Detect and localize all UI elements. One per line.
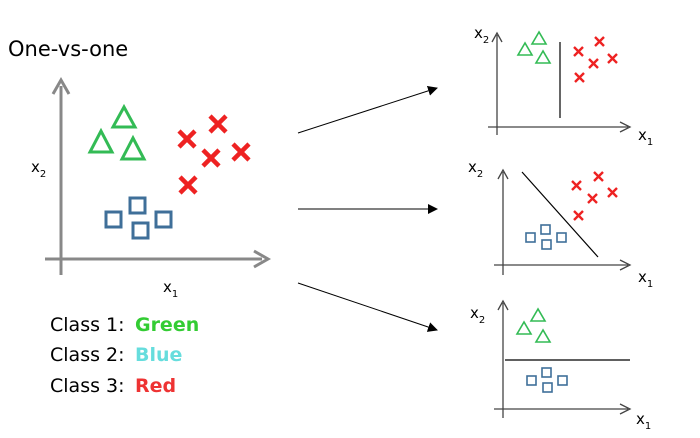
panel-3-y-label: x2 bbox=[470, 304, 485, 326]
green-triangle bbox=[530, 30, 548, 45]
blue-square bbox=[128, 196, 147, 215]
red-cross bbox=[607, 187, 618, 198]
panel-1-y-axis-arrowhead bbox=[491, 31, 503, 43]
main-x-axis-label: x1 bbox=[163, 278, 178, 300]
panel-green-vs-blue: x2 x1 bbox=[470, 299, 651, 432]
legend-class-2: Class 2: Blue bbox=[50, 344, 182, 366]
blue-square bbox=[542, 382, 553, 393]
green-triangle bbox=[516, 41, 534, 56]
main-y-axis-label: x2 bbox=[31, 158, 46, 180]
panel-3-y-axis-arrowhead bbox=[497, 299, 509, 311]
blue-square bbox=[525, 232, 536, 243]
red-cross bbox=[201, 148, 221, 168]
arrow-to-panel-1 bbox=[297, 86, 438, 134]
red-cross bbox=[208, 114, 228, 134]
main-red-crosses bbox=[177, 114, 251, 195]
panel-2-x-axis-arrowhead bbox=[619, 259, 632, 271]
legend-class-3: Class 3: Red bbox=[50, 375, 176, 397]
panel-2-red-crosses bbox=[571, 171, 618, 221]
red-cross bbox=[571, 180, 582, 191]
blue-square bbox=[154, 210, 173, 229]
red-cross bbox=[177, 129, 197, 149]
green-triangle bbox=[87, 127, 115, 154]
diagram-title: One-vs-one bbox=[8, 37, 128, 61]
panel-green-vs-red: x2 x1 bbox=[474, 24, 653, 148]
panel-1-red-crosses bbox=[573, 36, 618, 83]
blue-square bbox=[526, 375, 537, 386]
main-plot: x2 x1 bbox=[31, 76, 272, 300]
panel-3-green-triangles bbox=[515, 307, 552, 343]
legend-class-1: Class 1: Green bbox=[50, 314, 199, 336]
main-green-triangles bbox=[87, 103, 147, 161]
red-cross bbox=[607, 53, 618, 64]
green-triangle bbox=[534, 328, 552, 343]
panel-2-blue-squares bbox=[525, 224, 567, 250]
blue-square bbox=[104, 210, 123, 229]
main-y-axis-arrowhead bbox=[51, 76, 71, 95]
blue-square bbox=[541, 239, 552, 250]
red-cross bbox=[593, 171, 604, 182]
panel-blue-vs-red: x2 x1 bbox=[468, 158, 653, 290]
main-x-axis-arrowhead bbox=[253, 249, 272, 269]
blue-square bbox=[540, 224, 551, 235]
panel-3-blue-squares bbox=[526, 367, 568, 393]
green-triangle bbox=[515, 320, 533, 335]
blue-square bbox=[541, 367, 552, 378]
panel-1-green-triangles bbox=[516, 30, 552, 64]
panel-2-decision-boundary bbox=[521, 171, 599, 258]
panel-3-x-label: x1 bbox=[636, 410, 651, 432]
panel-3-x-axis-arrowhead bbox=[619, 403, 632, 415]
red-cross bbox=[574, 72, 585, 83]
red-cross bbox=[573, 210, 584, 221]
red-cross bbox=[587, 193, 598, 204]
class-legend: Class 1: Green Class 2: Blue Class 3: Re… bbox=[50, 314, 199, 397]
arrow-to-panel-3 bbox=[297, 282, 438, 332]
panel-1-y-label: x2 bbox=[474, 24, 489, 46]
green-triangle bbox=[110, 103, 138, 129]
green-triangle bbox=[534, 49, 552, 64]
blue-square bbox=[556, 232, 567, 243]
panel-1-x-label: x1 bbox=[638, 126, 653, 148]
green-triangle bbox=[529, 307, 547, 322]
panel-2-y-axis-arrowhead bbox=[497, 168, 509, 180]
blue-square bbox=[557, 375, 568, 386]
red-cross bbox=[573, 46, 584, 57]
panel-2-y-label: x2 bbox=[468, 158, 483, 180]
red-cross bbox=[594, 36, 605, 47]
main-blue-squares bbox=[104, 196, 173, 240]
panel-1-x-axis-arrowhead bbox=[619, 121, 632, 133]
red-cross bbox=[231, 142, 251, 162]
panel-2-x-label: x1 bbox=[638, 268, 653, 290]
green-triangle bbox=[119, 134, 147, 161]
red-cross bbox=[178, 175, 198, 195]
red-cross bbox=[588, 58, 599, 69]
blue-square bbox=[131, 221, 150, 240]
